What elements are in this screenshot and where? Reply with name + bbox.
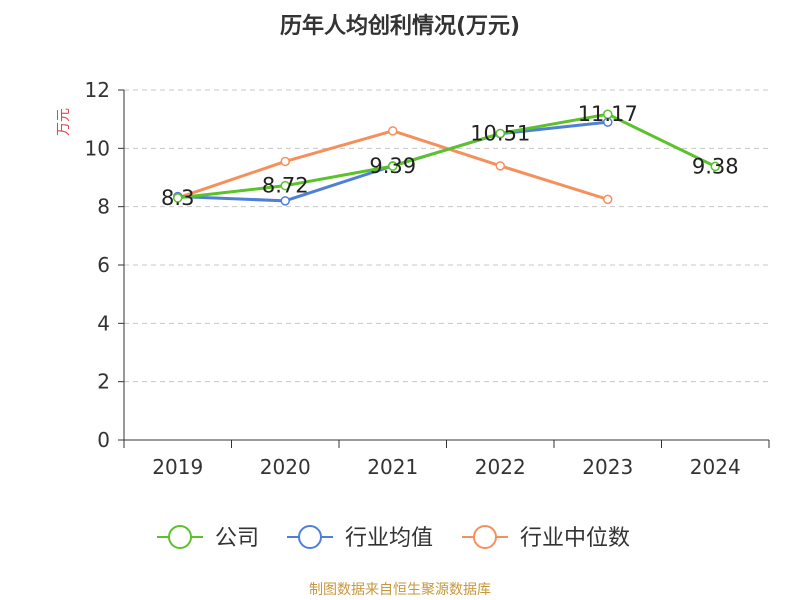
series-point: [710, 161, 720, 172]
grid-lines: [124, 89, 769, 383]
x-tick-label: 2022: [475, 455, 526, 479]
legend-label: 行业中位数: [520, 526, 630, 551]
series-point: [388, 161, 398, 171]
legend-marker: [473, 525, 497, 549]
x-tick-label: 2021: [367, 455, 418, 479]
x-tick-label: 2023: [582, 455, 633, 479]
data-label: 8.72: [262, 174, 309, 198]
series-point: [280, 156, 290, 167]
series-lines: [177, 112, 716, 203]
series-points: [173, 109, 720, 206]
y-tick-label: 8: [97, 195, 110, 219]
axes: 0 2 4 6 8 10 12 2019 2020 2021 2022 2023 2024: [85, 78, 770, 479]
y-axis-label: 万元: [56, 108, 72, 136]
data-label: 10.51: [470, 121, 530, 145]
data-label: 9.38: [692, 154, 739, 178]
data-label: 9.39: [369, 154, 416, 178]
source-footer: 制图数据来自恒生聚源数据库: [309, 582, 491, 598]
series-line: [177, 112, 716, 200]
series-point: [603, 194, 613, 205]
series-point: [603, 109, 613, 119]
series-point: [173, 193, 183, 203]
legend-label: 行业均值: [345, 526, 433, 551]
x-tick-label: 2024: [690, 455, 741, 479]
series-point: [280, 196, 290, 206]
legend-marker: [298, 525, 322, 549]
legend[interactable]: 公司 行业均值 行业中位数: [157, 525, 630, 551]
series-point: [495, 161, 505, 171]
y-tick-label: 2: [97, 370, 110, 394]
x-tick-label: 2019: [152, 455, 203, 479]
y-tick-label: 6: [97, 253, 110, 277]
legend-marker: [168, 525, 192, 549]
legend-item[interactable]: 行业均值: [287, 525, 433, 551]
data-label: 8.3: [161, 186, 194, 210]
legend-item[interactable]: 公司: [157, 525, 259, 551]
series-point: [280, 180, 290, 191]
data-label: 11.17: [578, 102, 638, 126]
x-tick-label: 2020: [260, 455, 311, 479]
chart-title: 历年人均创利情况(万元): [280, 13, 520, 39]
y-tick-label: 10: [85, 136, 110, 160]
y-tick-label: 0: [97, 428, 110, 452]
legend-label: 公司: [215, 526, 259, 551]
legend-item[interactable]: 行业中位数: [462, 525, 630, 551]
series-point: [388, 126, 398, 136]
y-tick-label: 12: [85, 78, 110, 102]
data-labels: 8.3 8.72 9.39 10.51 11.17 9.38: [161, 102, 739, 210]
series-point: [495, 128, 505, 139]
y-tick-label: 4: [97, 311, 110, 335]
